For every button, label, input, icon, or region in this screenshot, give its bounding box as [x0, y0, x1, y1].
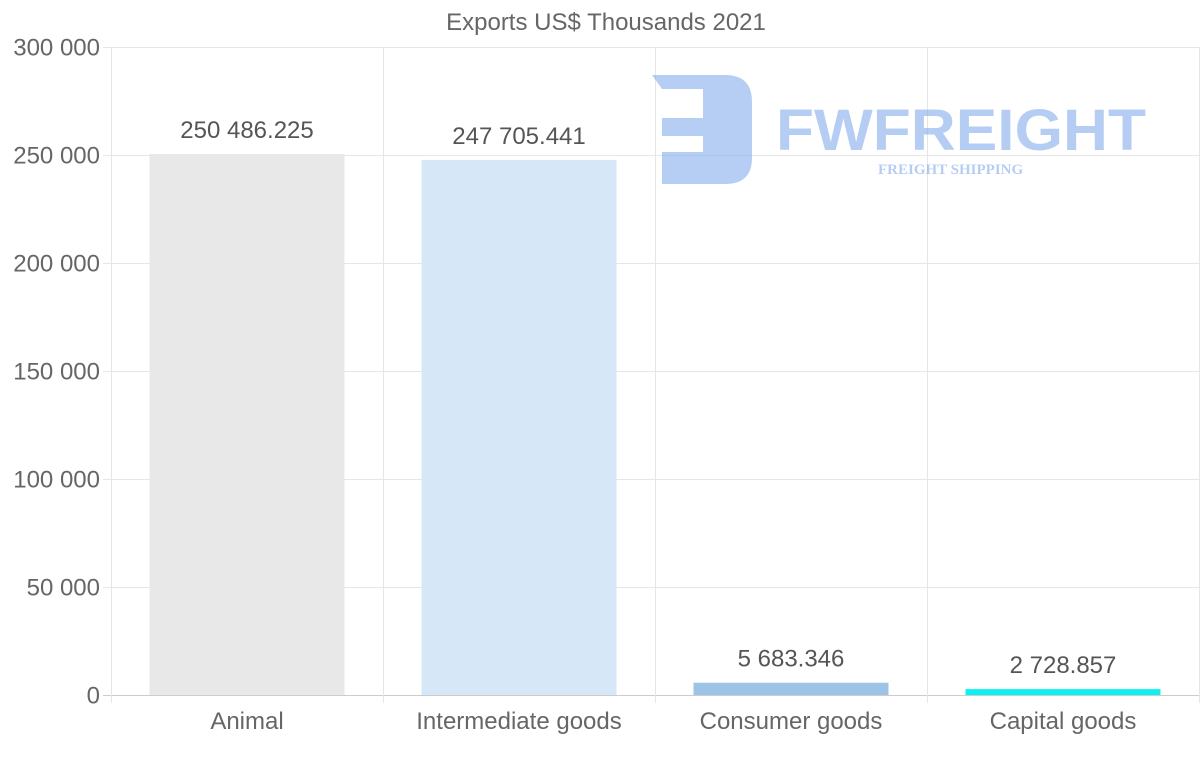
x-tick-label: Capital goods [990, 708, 1137, 735]
logo-mark-icon [652, 75, 752, 184]
watermark-logo: FWFREIGHT FREIGHT SHIPPING [652, 75, 1146, 184]
data-label: 2 728.857 [1010, 652, 1117, 679]
bar-animal [149, 153, 345, 695]
data-label: 250 486.225 [180, 117, 313, 144]
y-tick-label: 200 000 [13, 251, 100, 278]
x-tick-label: Consumer goods [700, 708, 883, 735]
y-tick-label: 150 000 [13, 359, 100, 386]
chart-title: Exports US$ Thousands 2021 [446, 9, 766, 36]
bars [149, 153, 1161, 696]
labels: 250 486.225 Animal 247 705.441 Intermediate… [180, 117, 1136, 735]
y-tick-label: 250 000 [13, 143, 100, 170]
bar-capital-goods [965, 689, 1161, 695]
y-tick-label: 100 000 [13, 467, 100, 494]
grid: 0 50 000 100 000 150 000 200 000 250 000 300 0… [13, 35, 1200, 710]
bar-consumer-goods [693, 682, 889, 695]
watermark-brand: FWFREIGHT [776, 98, 1146, 163]
x-tick-label: Animal [210, 708, 283, 735]
y-tick-label: 50 000 [27, 575, 100, 602]
y-tick-label: 300 000 [13, 35, 100, 62]
y-tick-label: 0 [87, 683, 100, 710]
data-label: 247 705.441 [452, 123, 585, 150]
watermark-tagline: FREIGHT SHIPPING [878, 162, 1023, 178]
x-tick-label: Intermediate goods [416, 708, 621, 735]
bar-intermediate-goods [421, 159, 617, 696]
data-label: 5 683.346 [738, 646, 845, 673]
